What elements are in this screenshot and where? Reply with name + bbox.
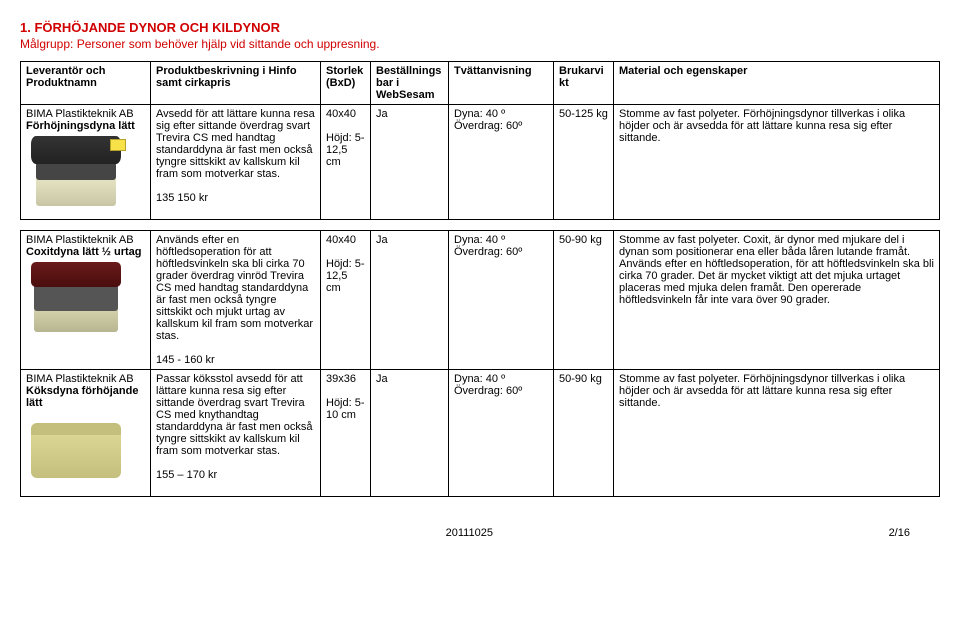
page-title: 1. FÖRHÖJANDE DYNOR OCH KILDYNOR [20,20,940,35]
size-value: 40x40 [326,234,365,246]
product-description: Avsedd för att lättare kunna resa sig ef… [156,108,315,180]
material-value: Stomme av fast polyeter. Förhöjningsdyno… [614,105,940,220]
product-image [26,136,121,216]
product-supplier: BIMA Plastikteknik AB [26,234,145,246]
footer-date: 20111025 [446,527,493,539]
page-subtitle: Målgrupp: Personer som behöver hjälp vid… [20,37,940,51]
table-header-row: Leverantör och Produktnamn Produktbeskri… [21,62,940,105]
product-price: 155 – 170 kr [156,469,315,481]
product-image [26,262,121,342]
product-price: 145 - 160 kr [156,354,315,366]
footer-page: 2/16 [889,527,910,539]
product-supplier: BIMA Plastikteknik AB [26,108,145,120]
col-product: Leverantör och Produktnamn [21,62,151,105]
product-description: Passar köksstol avsedd för att lättare k… [156,373,315,457]
product-name: Förhöjningsdyna lätt [26,120,145,132]
product-name: Köksdyna förhöjande lätt [26,385,145,409]
height-value: Höjd: 5-12,5 cm [326,258,365,294]
product-name: Coxitdyna lätt ½ urtag [26,246,145,258]
weight-value: 50-90 kg [554,231,614,370]
wash-cover: Överdrag: 60º [454,246,548,258]
col-material: Material och egenskaper [614,62,940,105]
weight-value: 50-125 kg [554,105,614,220]
product-price: 135 150 kr [156,192,315,204]
wash-dyna: Dyna: 40 º [454,108,548,120]
material-value: Stomme av fast polyeter. Coxit, är dynor… [614,231,940,370]
product-image [26,413,121,493]
height-value: Höjd: 5-10 cm [326,397,365,421]
order-value: Ja [371,105,449,220]
product-supplier: BIMA Plastikteknik AB [26,373,145,385]
wash-dyna: Dyna: 40 º [454,234,548,246]
wash-cover: Överdrag: 60º [454,120,548,132]
height-value: Höjd: 5-12,5 cm [326,132,365,168]
table-row: BIMA Plastikteknik AB Coxitdyna lätt ½ u… [21,231,940,370]
product-description: Används efter en höftledsoperation för a… [156,234,315,342]
material-value: Stomme av fast polyeter. Förhöjningsdyno… [614,370,940,497]
wash-dyna: Dyna: 40 º [454,373,548,385]
page-footer: 20111025 2/16 [20,527,940,539]
col-wash: Tvättanvisning [449,62,554,105]
size-value: 40x40 [326,108,365,120]
weight-value: 50-90 kg [554,370,614,497]
col-order: Beställningsbar i WebSesam [371,62,449,105]
wash-cover: Överdrag: 60º [454,385,548,397]
size-value: 39x36 [326,373,365,385]
order-value: Ja [371,231,449,370]
order-value: Ja [371,370,449,497]
col-description: Produktbeskrivning i Hinfo samt cirkapri… [151,62,321,105]
col-size: Storlek (BxD) [321,62,371,105]
table-row: BIMA Plastikteknik AB Förhöjningsdyna lä… [21,105,940,220]
products-table: Leverantör och Produktnamn Produktbeskri… [20,61,940,497]
table-row: BIMA Plastikteknik AB Köksdyna förhöjand… [21,370,940,497]
col-weight: Brukarvikt [554,62,614,105]
